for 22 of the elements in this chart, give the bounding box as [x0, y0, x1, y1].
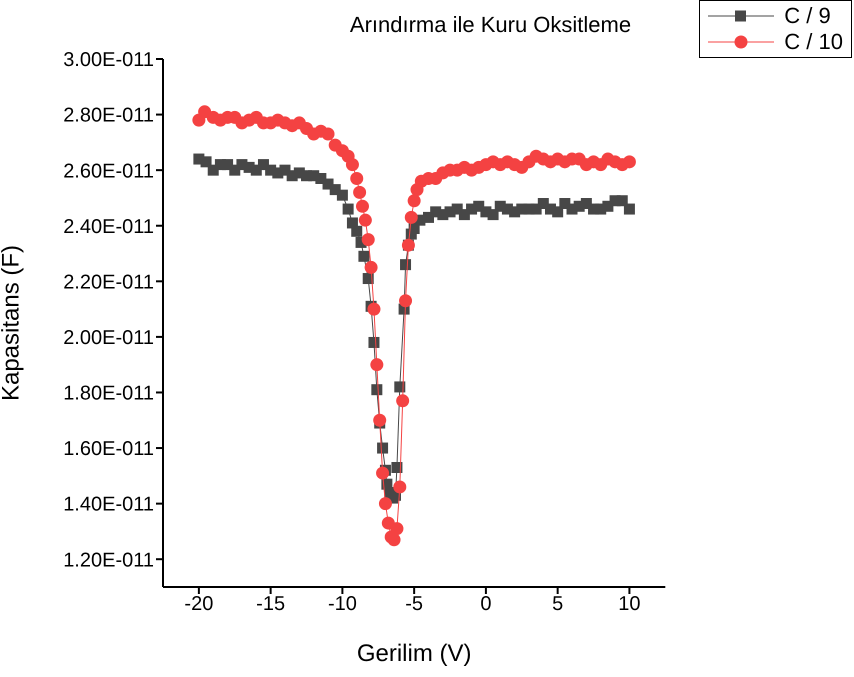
x-axis-title: Gerilim (V): [356, 640, 472, 667]
y-axis-title: Kapasitans (F): [0, 244, 25, 402]
y-tick-label: 2.80E-011: [63, 104, 154, 127]
chart-title: Arındırma ile Kuru Oksitleme: [350, 12, 632, 37]
x-tick-label: 0: [480, 593, 492, 616]
x-tick-label: -15: [256, 593, 286, 616]
y-tick-label: 1.40E-011: [63, 494, 154, 516]
y-tick-label: 2.20E-011: [63, 271, 154, 294]
y-tick-label: 2.00E-011: [63, 326, 154, 349]
y-tick-label: 3.00E-011: [63, 49, 154, 72]
y-tick-label: 2.60E-011: [63, 160, 154, 182]
y-tick-label: 1.80E-011: [63, 382, 154, 405]
x-tick-label: 10: [618, 593, 641, 616]
x-tick-label: -20: [184, 593, 214, 616]
y-tick-label: 1.20E-011: [63, 549, 154, 572]
x-tick-label: -10: [328, 593, 357, 616]
legend-label: C / 10: [784, 29, 843, 55]
x-tick-label: 5: [552, 593, 564, 616]
y-tick-label: 1.60E-011: [63, 438, 154, 460]
x-tick-label: -5: [405, 593, 424, 616]
legend-label: C / 9: [784, 3, 831, 29]
y-tick-label: 2.40E-011: [63, 216, 154, 238]
